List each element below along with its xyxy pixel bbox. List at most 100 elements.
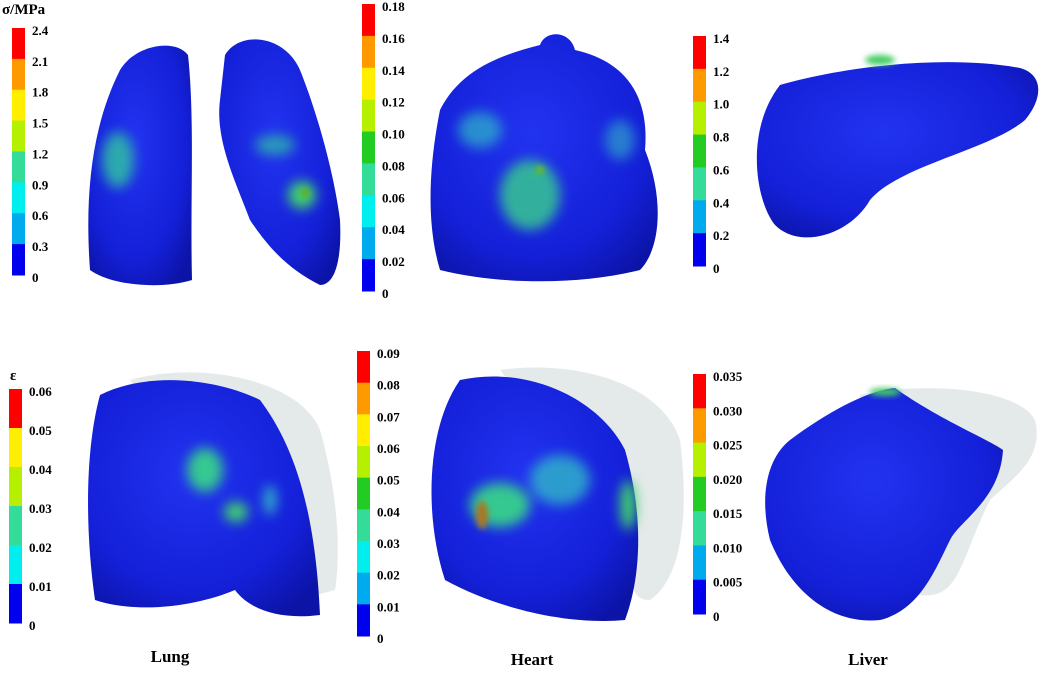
colorbar-segment: [357, 477, 370, 510]
colorbar-tick-label: 0.6: [713, 162, 730, 177]
organ-label: Liver: [848, 650, 888, 669]
colorbar-title: σ/MPa: [2, 2, 46, 18]
colorbar-tick-label: 0.04: [377, 504, 400, 519]
colorbar-segment: [9, 467, 22, 507]
colorbar-segment: [12, 28, 25, 60]
colorbar-tick-label: 0.09: [377, 346, 400, 361]
colorbar-tick-label: 0.025: [713, 438, 743, 453]
liver-strain-render: [765, 388, 1037, 621]
colorbar-tick-label: 0.05: [377, 473, 400, 488]
lung-strain-render: [88, 372, 338, 617]
colorbar-tick-label: 0.02: [377, 568, 400, 583]
colorbar-tick-label: 0.8: [713, 130, 730, 145]
colorbar-segment: [362, 99, 375, 133]
colorbar-tick-label: 0: [382, 286, 389, 301]
lung-stress-render: [88, 39, 341, 286]
colorbar-tick-label: 0: [377, 631, 384, 646]
colorbar-segment: [357, 509, 370, 542]
colorbar-tick-label: 0.10: [382, 127, 405, 142]
colorbar-tick-label: 0.030: [713, 403, 742, 418]
colorbar-segment: [693, 374, 706, 409]
colorbar-segment: [693, 233, 706, 267]
colorbar-segment: [693, 167, 706, 201]
colorbar-tick-label: 0: [32, 270, 39, 285]
colorbar-tick-label: 0.06: [29, 384, 52, 399]
colorbar-segment: [357, 414, 370, 447]
colorbar-segment: [362, 131, 375, 164]
colorbar-title: ε: [10, 368, 17, 384]
colorbar-tick-label: 0.18: [382, 0, 405, 14]
colorbar-tick-label: 0.4: [713, 195, 730, 210]
colorbar-tick-label: 1.0: [713, 97, 729, 112]
colorbar-tick-label: 0.08: [377, 378, 400, 393]
colorbar-tick-label: 2.4: [32, 23, 49, 38]
colorbar-tick-label: 0.04: [382, 222, 405, 237]
colorbar-segment: [9, 584, 22, 624]
colorbar-segment: [693, 511, 706, 546]
colorbar-segment: [693, 579, 706, 615]
colorbar-tick-label: 0.01: [29, 579, 52, 594]
colorbar-tick-label: 0.02: [29, 540, 52, 555]
colorbar-segment: [693, 101, 706, 136]
colorbar-segment: [693, 200, 706, 234]
colorbar-segment: [12, 58, 25, 91]
colorbar-tick-label: 0.020: [713, 472, 742, 487]
colorbar-tick-label: 0.3: [32, 239, 49, 254]
heart-stress-render: [430, 34, 658, 282]
colorbar-segment: [362, 67, 375, 101]
colorbar-segment: [693, 545, 706, 581]
colorbar-tick-label: 0.010: [713, 540, 742, 555]
colorbar-segment: [357, 541, 370, 574]
colorbar-segment: [693, 68, 706, 103]
colorbar-segment: [12, 89, 25, 122]
colorbar-tick-label: 1.8: [32, 85, 49, 100]
colorbar-segment: [357, 382, 370, 415]
colorbar-tick-label: 0.015: [713, 506, 743, 521]
colorbar-segment: [693, 442, 706, 478]
colorbar-segment: [362, 4, 375, 37]
liver-stress-render: [756, 55, 1039, 238]
organ-label: Lung: [151, 647, 190, 666]
colorbar-tick-label: 1.5: [32, 116, 49, 131]
colorbar-tick-label: 0.03: [29, 501, 52, 516]
colorbar-segment: [362, 195, 375, 228]
colorbar-segment: [357, 446, 370, 479]
colorbar-segment: [362, 163, 375, 196]
colorbar-tick-label: 0.08: [382, 158, 405, 173]
colorbar-tick-label: 0.04: [29, 462, 52, 477]
colorbar-segment: [12, 213, 25, 245]
colorbar-tick-label: 0.16: [382, 31, 405, 46]
colorbar-tick-label: 0.035: [713, 369, 743, 384]
colorbar-segment: [9, 389, 22, 429]
colorbar-tick-label: 1.4: [713, 31, 730, 46]
colorbar-tick-label: 0.06: [382, 190, 405, 205]
colorbar-tick-label: 0.2: [713, 228, 729, 243]
colorbar-segment: [362, 259, 375, 292]
heart-strain-render: [431, 367, 684, 621]
colorbar-tick-label: 0: [713, 609, 720, 624]
colorbar-segment: [362, 35, 375, 69]
colorbar-tick-label: 0.06: [377, 441, 400, 456]
colorbar-tick-label: 0.07: [377, 409, 400, 424]
colorbar-segment: [693, 134, 706, 168]
colorbar-tick-label: 0.01: [377, 599, 400, 614]
organ-label: Heart: [511, 650, 554, 669]
colorbar-tick-label: 0.6: [32, 208, 49, 223]
colorbar-tick-label: 0.02: [382, 254, 405, 269]
colorbar-segment: [693, 36, 706, 70]
colorbar-tick-label: 0.03: [377, 536, 400, 551]
colorbar-segment: [357, 572, 370, 605]
colorbar-segment: [9, 506, 22, 546]
colorbar-segment: [12, 182, 25, 214]
colorbar-tick-label: 2.1: [32, 54, 48, 69]
colorbar-segment: [693, 408, 706, 444]
colorbar-tick-label: 0.14: [382, 63, 405, 78]
colorbar-segment: [9, 428, 22, 468]
colorbar-segment: [693, 476, 706, 512]
colorbar-segment: [9, 545, 22, 585]
colorbar-segment: [357, 604, 370, 637]
colorbar-tick-label: 0.9: [32, 177, 49, 192]
colorbar-segment: [12, 151, 25, 183]
